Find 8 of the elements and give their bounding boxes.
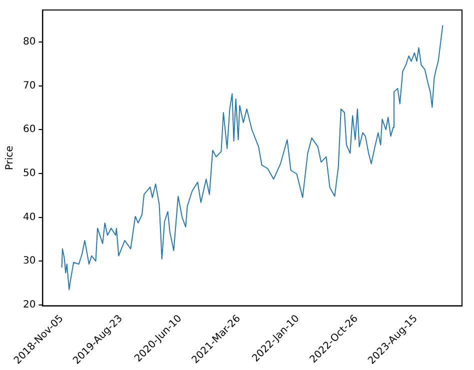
y-tick-label: 70 — [22, 80, 36, 92]
y-tick-label: 40 — [22, 212, 36, 223]
y-tick-label: 20 — [22, 299, 36, 310]
y-axis-title: Price — [4, 146, 16, 170]
y-tick-label: 30 — [22, 256, 36, 267]
y-tick-label: 80 — [22, 36, 36, 48]
y-tick-label: 50 — [22, 168, 36, 180]
y-tick-label: 60 — [22, 124, 36, 136]
